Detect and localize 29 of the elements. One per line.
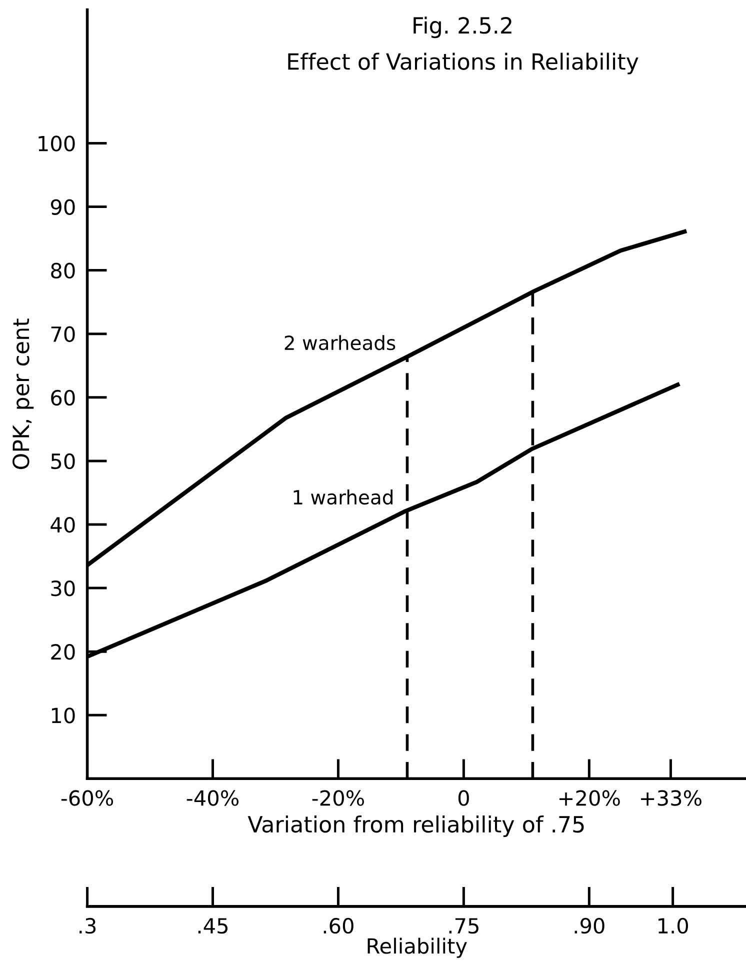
x-tick-label: -20% — [312, 790, 364, 806]
y-tick-label: 30 — [51, 580, 75, 596]
x-tick-label: +20% — [559, 790, 620, 806]
text: Effect of Variations in Reliability — [288, 52, 638, 74]
x-tick-label: -60% — [61, 790, 114, 806]
x2-tick-label: .45 — [198, 918, 228, 934]
y-tick-label: 20 — [51, 644, 75, 660]
chart-title: Fig. 2.5.2 — [414, 16, 512, 38]
x-tick-label: 0 — [458, 790, 469, 806]
y-tick-label: 60 — [51, 390, 75, 406]
series-label: 2 warheads — [284, 335, 396, 350]
x2-tick-label: .75 — [449, 918, 478, 934]
x2-tick-label: .60 — [324, 918, 354, 934]
y-tick-label: 100 — [38, 136, 75, 152]
y-tick-label: 40 — [50, 516, 75, 533]
x2-tick-label: .3 — [80, 918, 96, 934]
x2-tick-label: .90 — [574, 918, 604, 934]
series-label: 1 warhead — [294, 490, 392, 505]
y-axis-title: OPK, per cent — [12, 318, 34, 470]
x2-tick-label: 1.0 — [658, 918, 688, 934]
x2-axis-title: Reliability — [368, 938, 467, 958]
x-tick-label: +33% — [641, 790, 702, 806]
y-tick-label: 70 — [51, 326, 75, 342]
y-tick-label: 80 — [51, 262, 75, 279]
x-tick-label: -40% — [186, 790, 239, 806]
y-tick-label: 50 — [51, 453, 75, 470]
y-tick-label: 90 — [50, 199, 75, 215]
y-tick-label: 10 — [52, 708, 75, 724]
x-axis-title: Variation from reliability of .75 — [248, 816, 584, 838]
